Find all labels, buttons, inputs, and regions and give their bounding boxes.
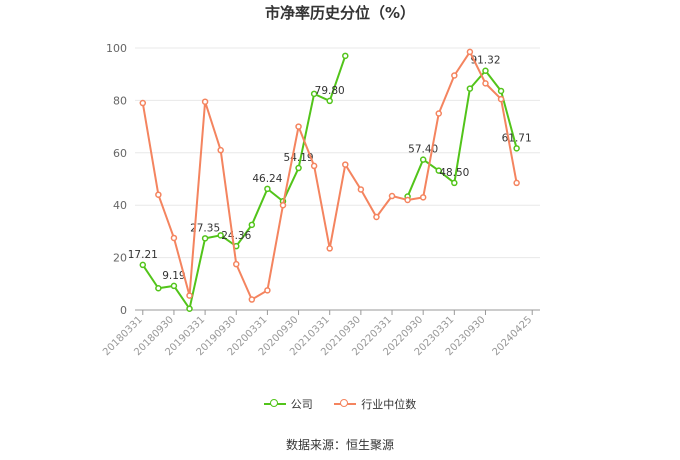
data-point-1	[373, 213, 380, 221]
data-point-1	[388, 192, 396, 200]
data-point-1	[201, 98, 209, 105]
data-point-1	[357, 186, 365, 193]
data-point-0	[466, 85, 474, 92]
chart-title: 市净率历史分位（%）	[264, 4, 416, 22]
legend-label-company: 公司	[290, 398, 313, 411]
data-point-1	[233, 260, 240, 268]
data-point-1	[326, 245, 333, 252]
y-tick-label: 80	[113, 94, 127, 107]
data-point-0	[310, 90, 318, 98]
data-point-0	[186, 305, 193, 312]
data-label: 17.21	[128, 249, 158, 261]
data-point-1	[279, 201, 287, 209]
data-point-0	[170, 282, 178, 290]
data-point-1	[139, 99, 147, 107]
data-point-1	[310, 162, 318, 170]
y-tick-label: 60	[113, 147, 127, 160]
data-point-0	[497, 87, 505, 95]
data-point-1	[482, 80, 489, 87]
data-point-0	[201, 235, 209, 242]
data-point-0	[139, 261, 147, 269]
series-line-0	[141, 55, 347, 310]
data-point-1	[466, 48, 474, 56]
data-label: 48.50	[439, 167, 469, 179]
data-point-1	[451, 72, 458, 79]
data-point-1	[295, 123, 302, 130]
data-point-1	[419, 194, 427, 201]
data-point-1	[264, 287, 271, 294]
data-point-1	[155, 191, 162, 198]
data-point-0	[482, 67, 489, 74]
x-tick-label: 20240425	[491, 314, 535, 358]
chart-legend: 公司 行业中位数	[0, 396, 680, 412]
data-point-0	[295, 164, 302, 172]
data-point-1	[186, 292, 193, 299]
legend-item-company[interactable]: 公司	[263, 396, 313, 412]
y-tick-label: 0	[120, 304, 127, 317]
data-point-0	[451, 179, 458, 187]
data-point-0	[419, 156, 427, 163]
legend-swatch-industry-median	[334, 399, 357, 409]
data-point-0	[435, 167, 442, 174]
data-point-0	[513, 145, 520, 152]
legend-swatch-company	[263, 399, 286, 409]
data-point-1	[217, 146, 224, 154]
data-source: 数据来源：恒生聚源	[285, 438, 394, 452]
legend-item-industry-median[interactable]: 行业中位数	[334, 396, 416, 412]
data-point-0	[342, 52, 349, 60]
y-tick-label: 100	[106, 42, 127, 55]
data-point-1	[435, 110, 442, 117]
data-point-1	[513, 179, 520, 187]
data-label: 91.32	[470, 55, 500, 67]
data-point-0	[155, 285, 162, 292]
data-point-1	[497, 95, 505, 103]
legend-label-industry-median: 行业中位数	[361, 398, 417, 411]
y-tick-label: 20	[113, 252, 127, 265]
data-label: 9.19	[162, 270, 185, 282]
data-label: 79.80	[315, 85, 345, 97]
data-label: 24.36	[221, 230, 251, 242]
data-point-1	[342, 161, 349, 168]
data-label: 46.24	[252, 173, 282, 185]
data-point-0	[264, 185, 271, 193]
data-label: 27.35	[190, 222, 220, 234]
data-point-1	[404, 196, 411, 204]
data-point-0	[248, 221, 256, 229]
data-point-1	[170, 234, 178, 242]
data-point-0	[217, 232, 224, 239]
data-point-0	[326, 97, 333, 105]
data-point-1	[248, 296, 256, 303]
y-tick-label: 40	[113, 199, 127, 212]
data-label: 61.71	[502, 132, 532, 144]
